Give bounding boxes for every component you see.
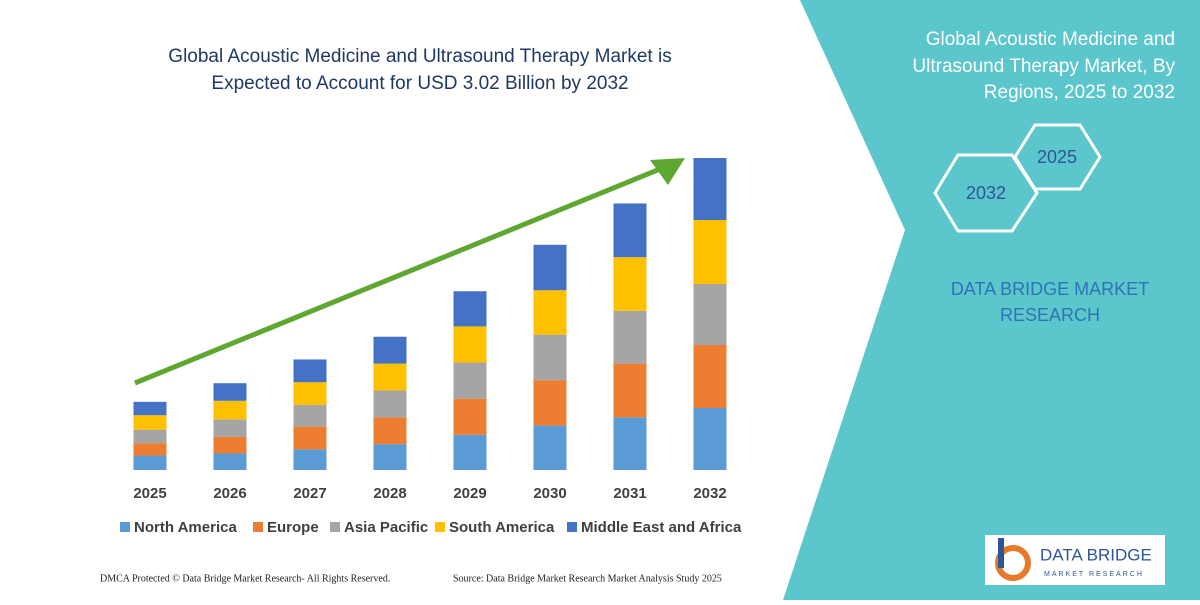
bar-segment bbox=[613, 310, 647, 364]
logo-icon bbox=[998, 538, 1004, 568]
footer-source: Source: Data Bridge Market Research Mark… bbox=[453, 573, 722, 584]
legend-label: South America bbox=[449, 519, 555, 536]
legend-swatch bbox=[330, 522, 340, 532]
bar-segment bbox=[293, 404, 327, 427]
bar-segment bbox=[133, 429, 167, 444]
hexagon-label: 2025 bbox=[1037, 147, 1077, 167]
x-tick-label: 2025 bbox=[133, 485, 166, 502]
bar-segment bbox=[533, 244, 567, 291]
bar-segment bbox=[613, 363, 647, 418]
bar-segment bbox=[293, 359, 327, 383]
x-tick-label: 2027 bbox=[293, 485, 326, 502]
hexagon bbox=[933, 153, 1039, 233]
bar-segment bbox=[613, 257, 647, 311]
legend-swatch bbox=[435, 522, 445, 532]
bar-segment bbox=[453, 398, 487, 435]
bar-segment bbox=[213, 419, 247, 437]
bar-segment bbox=[293, 426, 327, 450]
bar-segment bbox=[373, 417, 407, 445]
legend-label: Middle East and Africa bbox=[581, 519, 742, 536]
bar-segment bbox=[693, 158, 727, 220]
x-tick-label: 2030 bbox=[533, 485, 566, 502]
bar-segment bbox=[133, 443, 167, 456]
legend-label: North America bbox=[134, 519, 237, 536]
brand-text: RESEARCH bbox=[1000, 305, 1100, 325]
bar-segment bbox=[453, 362, 487, 399]
bar-segment bbox=[373, 336, 407, 364]
bar-segment bbox=[213, 453, 247, 470]
brand-text: DATA BRIDGE MARKET bbox=[951, 279, 1149, 299]
hexagon bbox=[1013, 123, 1102, 191]
bar-segment bbox=[693, 219, 727, 285]
side-title: Regions, 2025 to 2032 bbox=[984, 82, 1175, 103]
bar-segment bbox=[373, 363, 407, 391]
bar-segment bbox=[293, 449, 327, 470]
legend-swatch bbox=[567, 522, 577, 532]
side-title: Ultrasound Therapy Market, By bbox=[912, 56, 1175, 77]
chart-title: Expected to Account for USD 3.02 Billion… bbox=[211, 73, 628, 94]
trend-arrow bbox=[134, 164, 666, 386]
arrow-head bbox=[650, 158, 685, 185]
x-tick-label: 2028 bbox=[373, 485, 406, 502]
legend-swatch bbox=[120, 522, 130, 532]
bar-segment bbox=[693, 284, 727, 345]
bar-segment bbox=[213, 436, 247, 454]
bar-segment bbox=[133, 401, 167, 416]
x-tick-label: 2031 bbox=[613, 485, 646, 502]
bar-segment bbox=[613, 203, 647, 258]
x-tick-label: 2032 bbox=[693, 485, 726, 502]
bar-segment bbox=[133, 415, 167, 430]
bar-segment bbox=[693, 344, 727, 409]
bar-segment bbox=[213, 400, 247, 420]
bar-segment bbox=[693, 408, 727, 470]
bar-segment bbox=[453, 434, 487, 470]
bar-segment bbox=[533, 380, 567, 426]
bar-segment bbox=[453, 326, 487, 363]
x-tick-label: 2029 bbox=[453, 485, 486, 502]
legend-label: Europe bbox=[267, 519, 319, 536]
x-tick-label: 2026 bbox=[213, 485, 246, 502]
bar-segment bbox=[293, 382, 327, 405]
bar-segment bbox=[533, 290, 567, 335]
hexagon-label: 2032 bbox=[966, 183, 1006, 203]
legend-swatch bbox=[253, 522, 263, 532]
bar-segment bbox=[213, 383, 247, 401]
logo-name: DATA BRIDGE bbox=[1040, 545, 1152, 564]
bar-segment bbox=[613, 417, 647, 470]
bar-segment bbox=[533, 334, 567, 381]
legend-label: Asia Pacific bbox=[344, 519, 428, 536]
footer-copyright: DMCA Protected © Data Bridge Market Rese… bbox=[100, 573, 390, 584]
logo-tagline: MARKET RESEARCH bbox=[1044, 571, 1144, 578]
chart-title: Global Acoustic Medicine and Ultrasound … bbox=[168, 46, 671, 67]
bar-segment bbox=[533, 425, 567, 470]
bar-segment bbox=[133, 455, 167, 470]
bar-segment bbox=[453, 291, 487, 327]
bar-segment bbox=[373, 444, 407, 470]
side-title: Global Acoustic Medicine and bbox=[926, 29, 1175, 50]
bar-segment bbox=[373, 390, 407, 418]
